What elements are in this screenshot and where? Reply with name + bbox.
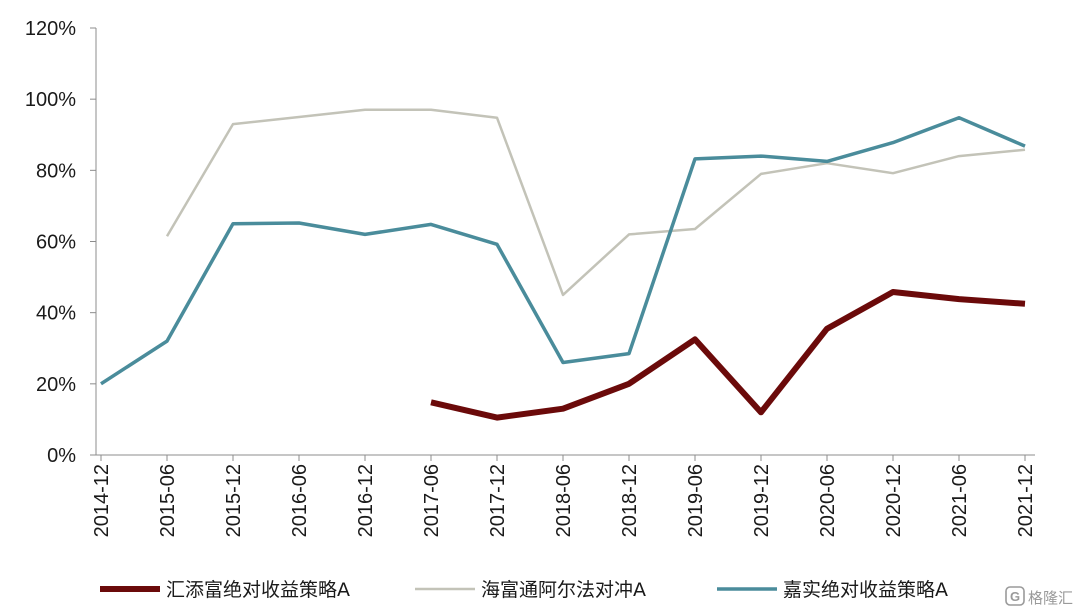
x-tick-label: 2014-12 — [91, 464, 113, 537]
watermark-text: 格隆汇 — [1028, 589, 1073, 607]
x-tick-label: 2016-12 — [355, 464, 377, 537]
x-tick-label: 2019-06 — [685, 464, 707, 537]
x-axis: 2014-12 2015-06 2015-12 2016-06 2016-12 2017-… — [91, 454, 1037, 537]
y-axis: 0% 20% 40% 60% 80% 100% 120% — [25, 18, 97, 467]
legend-label-3: 嘉实绝对收益策略A — [783, 579, 948, 601]
x-tick-label: 2019-12 — [751, 464, 773, 537]
x-tick-label: 2018-06 — [553, 464, 575, 537]
series-line-2 — [165, 108, 1026, 297]
y-tick-label: 20% — [36, 374, 76, 396]
series-line-3 — [100, 115, 1026, 386]
x-tick-label: 2017-06 — [421, 464, 443, 537]
legend-label-1: 汇添富绝对收益策略A — [166, 579, 350, 601]
y-tick-label: 60% — [36, 232, 76, 254]
legend: 汇添富绝对收益策略A 海富通阿尔法对冲A 嘉实绝对收益策略A — [100, 579, 948, 601]
x-tick-label: 2021-12 — [1015, 464, 1037, 537]
x-tick-label: 2018-12 — [619, 464, 641, 537]
x-tick-label: 2020-12 — [883, 464, 905, 537]
x-tick-label: 2021-06 — [949, 464, 971, 537]
x-tick-label: 2016-06 — [289, 464, 311, 537]
x-tick-label: 2015-06 — [157, 464, 179, 537]
series-layer — [100, 108, 1026, 421]
y-tick-label: 80% — [36, 160, 76, 182]
x-tick-label: 2017-12 — [487, 464, 509, 537]
y-tick-label: 100% — [25, 89, 76, 111]
y-tick-label: 120% — [25, 18, 76, 40]
legend-label-2: 海富通阿尔法对冲A — [481, 579, 646, 601]
x-tick-label: 2020-06 — [817, 464, 839, 537]
y-tick-label: 0% — [47, 445, 76, 467]
x-tick-label: 2015-12 — [223, 464, 245, 537]
y-tick-label: 40% — [36, 303, 76, 325]
series-line-1 — [430, 289, 1026, 421]
glh-logo-letter: G — [1010, 589, 1020, 604]
watermark: G 格隆汇 — [1005, 586, 1073, 607]
glh-logo-icon — [1005, 586, 1025, 606]
